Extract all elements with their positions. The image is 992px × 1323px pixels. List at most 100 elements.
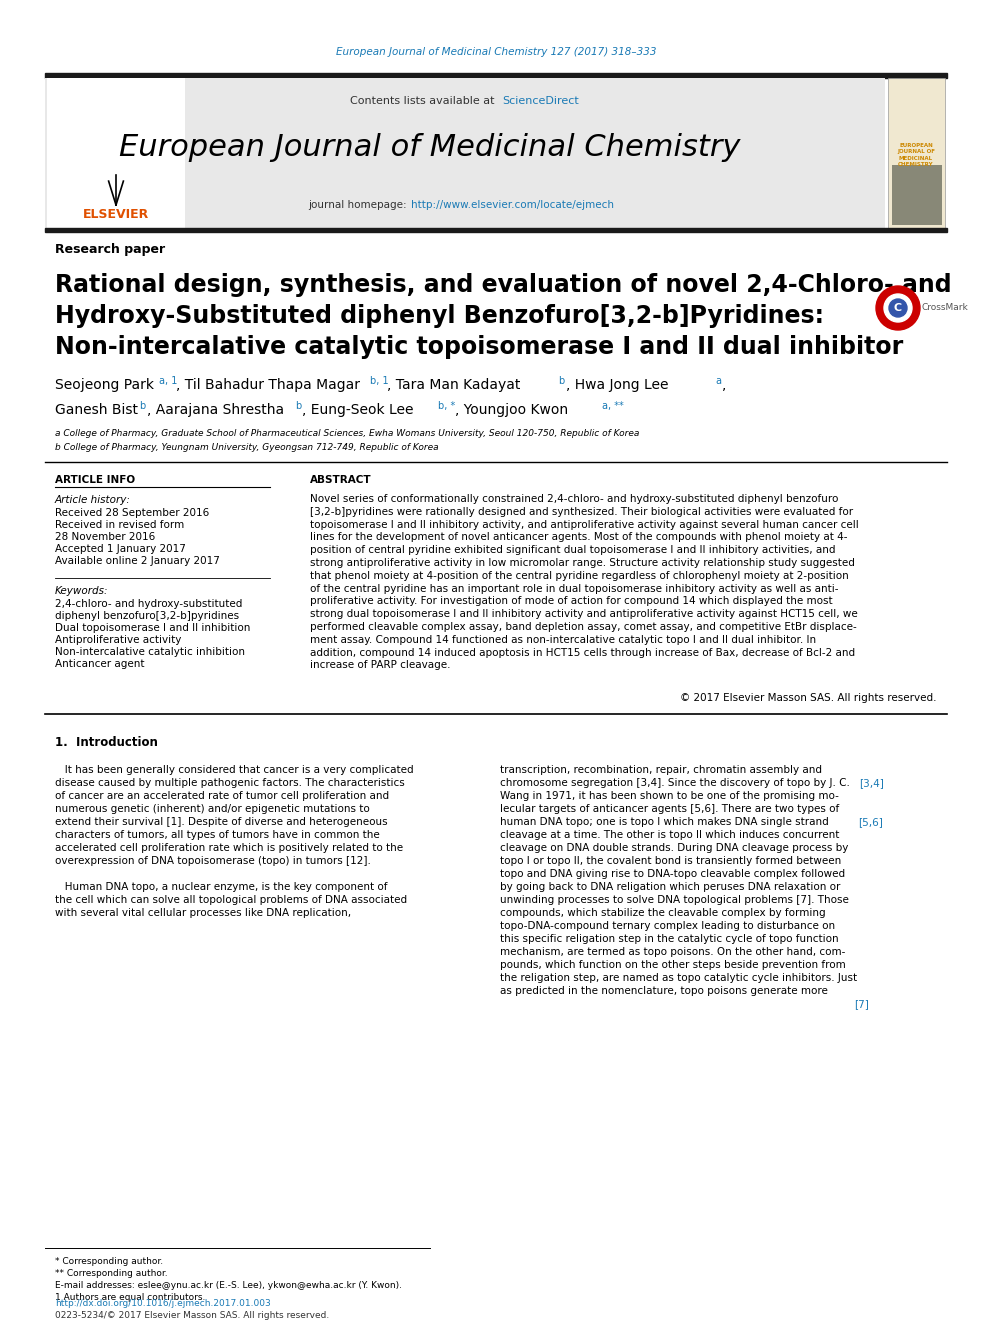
Text: http://dx.doi.org/10.1016/j.ejmech.2017.01.003: http://dx.doi.org/10.1016/j.ejmech.2017.… — [55, 1298, 271, 1307]
Bar — [45, 228, 947, 232]
Text: b, *: b, * — [438, 401, 455, 411]
Text: 28 November 2016: 28 November 2016 — [55, 532, 156, 542]
Text: Wang in 1971, it has been shown to be one of the promising mo-: Wang in 1971, it has been shown to be on… — [500, 791, 839, 800]
Text: strong dual topoisomerase I and II inhibitory activity and antiproliferative act: strong dual topoisomerase I and II inhib… — [310, 609, 858, 619]
Text: lines for the development of novel anticancer agents. Most of the compounds with: lines for the development of novel antic… — [310, 532, 847, 542]
Text: of cancer are an accelerated rate of tumor cell proliferation and: of cancer are an accelerated rate of tum… — [55, 791, 389, 800]
Text: Available online 2 January 2017: Available online 2 January 2017 — [55, 556, 220, 566]
Bar — [892, 165, 942, 225]
Text: ABSTRACT: ABSTRACT — [310, 475, 372, 486]
Text: b, 1: b, 1 — [370, 376, 389, 386]
Text: ment assay. Compound 14 functioned as non-intercalative catalytic topo I and II : ment assay. Compound 14 functioned as no… — [310, 635, 816, 644]
Text: C: C — [894, 303, 902, 314]
Text: http://www.elsevier.com/locate/ejmech: http://www.elsevier.com/locate/ejmech — [411, 200, 614, 210]
Text: European Journal of Medicinal Chemistry: European Journal of Medicinal Chemistry — [119, 134, 741, 163]
Text: Non-intercalative catalytic topoisomerase I and II dual inhibitor: Non-intercalative catalytic topoisomeras… — [55, 335, 904, 359]
Text: , Eung-Seok Lee: , Eung-Seok Lee — [302, 404, 418, 417]
Text: compounds, which stabilize the cleavable complex by forming: compounds, which stabilize the cleavable… — [500, 908, 825, 918]
Text: a: a — [715, 376, 721, 386]
Text: © 2017 Elsevier Masson SAS. All rights reserved.: © 2017 Elsevier Masson SAS. All rights r… — [681, 693, 937, 703]
Text: 1.  Introduction: 1. Introduction — [55, 736, 158, 749]
Text: characters of tumors, all types of tumors have in common the: characters of tumors, all types of tumor… — [55, 830, 380, 840]
Text: ** Corresponding author.: ** Corresponding author. — [55, 1270, 168, 1278]
Text: Received in revised form: Received in revised form — [55, 520, 185, 531]
Text: ELSEVIER: ELSEVIER — [83, 209, 149, 221]
Text: position of central pyridine exhibited significant dual topoisomerase I and II i: position of central pyridine exhibited s… — [310, 545, 835, 556]
Text: Novel series of conformationally constrained 2,4-chloro- and hydroxy-substituted: Novel series of conformationally constra… — [310, 493, 838, 504]
Text: with several vital cellular processes like DNA replication,: with several vital cellular processes li… — [55, 908, 351, 918]
Text: lecular targets of anticancer agents [5,6]. There are two types of: lecular targets of anticancer agents [5,… — [500, 804, 839, 814]
Text: performed cleavable complex assay, band depletion assay, comet assay, and compet: performed cleavable complex assay, band … — [310, 622, 857, 632]
Text: 1 Authors are equal contributors.: 1 Authors are equal contributors. — [55, 1294, 205, 1303]
Text: the religation step, are named as topo catalytic cycle inhibitors. Just: the religation step, are named as topo c… — [500, 972, 857, 983]
Text: strong antiproliferative activity in low micromolar range. Structure activity re: strong antiproliferative activity in low… — [310, 558, 855, 568]
Text: European Journal of Medicinal Chemistry 127 (2017) 318–333: European Journal of Medicinal Chemistry … — [335, 48, 657, 57]
Circle shape — [876, 286, 920, 329]
Text: proliferative activity. For investigation of mode of action for compound 14 whic: proliferative activity. For investigatio… — [310, 597, 832, 606]
Text: , Youngjoo Kwon: , Youngjoo Kwon — [455, 404, 572, 417]
Text: by going back to DNA religation which peruses DNA relaxation or: by going back to DNA religation which pe… — [500, 882, 840, 892]
Text: journal homepage:: journal homepage: — [308, 200, 410, 210]
Text: ScienceDirect: ScienceDirect — [502, 97, 578, 106]
Text: diphenyl benzofuro[3,2-b]pyridines: diphenyl benzofuro[3,2-b]pyridines — [55, 611, 239, 620]
Text: b: b — [139, 401, 145, 411]
Text: that phenol moiety at 4-position of the central pyridine regardless of chlorophe: that phenol moiety at 4-position of the … — [310, 570, 849, 581]
Text: unwinding processes to solve DNA topological problems [7]. Those: unwinding processes to solve DNA topolog… — [500, 894, 849, 905]
Text: [3,4]: [3,4] — [859, 778, 884, 789]
Bar — [45, 73, 947, 78]
Text: [5,6]: [5,6] — [858, 818, 883, 827]
Text: increase of PARP cleavage.: increase of PARP cleavage. — [310, 660, 450, 671]
Text: a College of Pharmacy, Graduate School of Pharmaceutical Sciences, Ewha Womans U: a College of Pharmacy, Graduate School o… — [55, 429, 640, 438]
Text: ,: , — [722, 378, 726, 392]
Text: Human DNA topo, a nuclear enzyme, is the key component of: Human DNA topo, a nuclear enzyme, is the… — [55, 882, 388, 892]
Text: extend their survival [1]. Despite of diverse and heterogeneous: extend their survival [1]. Despite of di… — [55, 818, 388, 827]
Text: 2,4-chloro- and hydroxy-substituted: 2,4-chloro- and hydroxy-substituted — [55, 599, 242, 609]
Text: Antiproliferative activity: Antiproliferative activity — [55, 635, 182, 646]
Text: Non-intercalative catalytic inhibition: Non-intercalative catalytic inhibition — [55, 647, 245, 658]
Text: , Tara Man Kadayat: , Tara Man Kadayat — [387, 378, 525, 392]
Text: Contents lists available at: Contents lists available at — [350, 97, 498, 106]
Text: cleavage on DNA double strands. During DNA cleavage process by: cleavage on DNA double strands. During D… — [500, 843, 848, 853]
Text: the cell which can solve all topological problems of DNA associated: the cell which can solve all topological… — [55, 894, 407, 905]
Text: numerous genetic (inherent) and/or epigenetic mutations to: numerous genetic (inherent) and/or epige… — [55, 804, 370, 814]
Text: 0223-5234/© 2017 Elsevier Masson SAS. All rights reserved.: 0223-5234/© 2017 Elsevier Masson SAS. Al… — [55, 1311, 329, 1319]
Text: disease caused by multiple pathogenic factors. The characteristics: disease caused by multiple pathogenic fa… — [55, 778, 405, 789]
Text: mechanism, are termed as topo poisons. On the other hand, com-: mechanism, are termed as topo poisons. O… — [500, 947, 845, 957]
Circle shape — [884, 294, 912, 321]
Text: EUROPEAN
JOURNAL OF
MEDICINAL
CHEMISTRY: EUROPEAN JOURNAL OF MEDICINAL CHEMISTRY — [897, 143, 935, 168]
Text: pounds, which function on the other steps beside prevention from: pounds, which function on the other step… — [500, 960, 846, 970]
Text: Hydroxy-Substituted diphenyl Benzofuro[3,2-b]Pyridines:: Hydroxy-Substituted diphenyl Benzofuro[3… — [55, 304, 824, 328]
Text: [3,2-b]pyridines were rationally designed and synthesized. Their biological acti: [3,2-b]pyridines were rationally designe… — [310, 507, 853, 517]
Text: [7]: [7] — [854, 999, 869, 1009]
Text: Ganesh Bist: Ganesh Bist — [55, 404, 143, 417]
Text: * Corresponding author.: * Corresponding author. — [55, 1257, 163, 1266]
Text: Research paper: Research paper — [55, 243, 165, 257]
Text: topo and DNA giving rise to DNA-topo cleavable complex followed: topo and DNA giving rise to DNA-topo cle… — [500, 869, 845, 878]
Text: topo I or topo II, the covalent bond is transiently formed between: topo I or topo II, the covalent bond is … — [500, 856, 841, 867]
Text: CrossMark: CrossMark — [922, 303, 969, 312]
Text: human DNA topo; one is topo I which makes DNA single strand: human DNA topo; one is topo I which make… — [500, 818, 828, 827]
Text: ARTICLE INFO: ARTICLE INFO — [55, 475, 135, 486]
Text: a, **: a, ** — [602, 401, 624, 411]
Text: It has been generally considered that cancer is a very complicated: It has been generally considered that ca… — [55, 765, 414, 775]
Text: Seojeong Park: Seojeong Park — [55, 378, 159, 392]
Text: this specific religation step in the catalytic cycle of topo function: this specific religation step in the cat… — [500, 934, 838, 945]
Text: Anticancer agent: Anticancer agent — [55, 659, 145, 669]
Text: Rational design, synthesis, and evaluation of novel 2,4-Chloro- and: Rational design, synthesis, and evaluati… — [55, 273, 951, 296]
Text: overexpression of DNA topoisomerase (topo) in tumors [12].: overexpression of DNA topoisomerase (top… — [55, 856, 371, 867]
Text: b College of Pharmacy, Yeungnam University, Gyeongsan 712-749, Republic of Korea: b College of Pharmacy, Yeungnam Universi… — [55, 442, 438, 451]
Text: E-mail addresses: eslee@ynu.ac.kr (E.-S. Lee), ykwon@ewha.ac.kr (Y. Kwon).: E-mail addresses: eslee@ynu.ac.kr (E.-S.… — [55, 1282, 402, 1290]
Text: cleavage at a time. The other is topo II which induces concurrent: cleavage at a time. The other is topo II… — [500, 830, 839, 840]
Text: , Hwa Jong Lee: , Hwa Jong Lee — [566, 378, 673, 392]
Bar — [45, 78, 885, 230]
Text: , Til Bahadur Thapa Magar: , Til Bahadur Thapa Magar — [176, 378, 364, 392]
Text: b: b — [558, 376, 564, 386]
Text: topo-DNA-compound ternary complex leading to disturbance on: topo-DNA-compound ternary complex leadin… — [500, 921, 835, 931]
Text: as predicted in the nomenclature, topo poisons generate more: as predicted in the nomenclature, topo p… — [500, 986, 828, 996]
Text: transcription, recombination, repair, chromatin assembly and: transcription, recombination, repair, ch… — [500, 765, 822, 775]
Text: Dual topoisomerase I and II inhibition: Dual topoisomerase I and II inhibition — [55, 623, 250, 632]
Text: Article history:: Article history: — [55, 495, 131, 505]
Text: Keywords:: Keywords: — [55, 586, 108, 595]
Text: of the central pyridine has an important role in dual topoisomerase inhibitory a: of the central pyridine has an important… — [310, 583, 838, 594]
Text: Received 28 September 2016: Received 28 September 2016 — [55, 508, 209, 519]
